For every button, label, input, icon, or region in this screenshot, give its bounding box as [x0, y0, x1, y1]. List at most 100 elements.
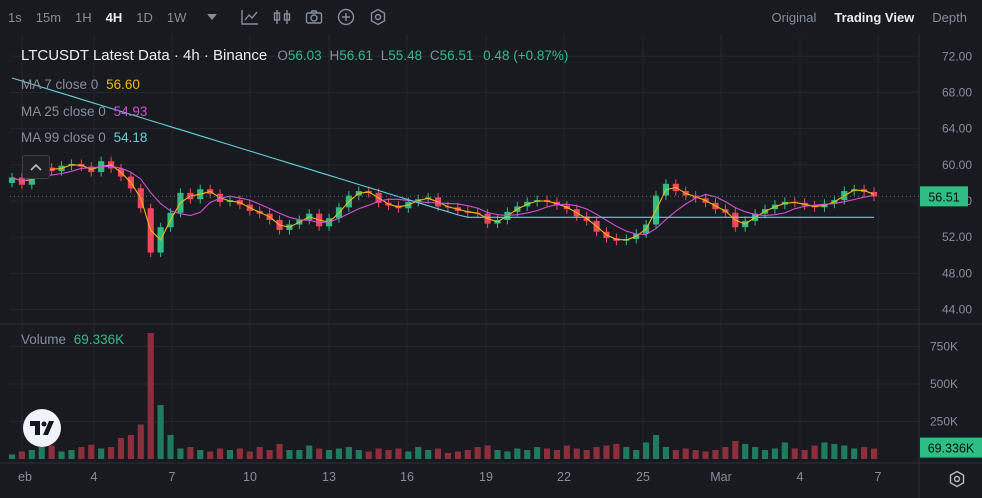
time-tick-label: 13 [322, 470, 336, 484]
volume-bar [454, 451, 461, 459]
volume-bar [633, 450, 640, 459]
chart-settings-button[interactable] [946, 468, 968, 490]
volume-bar [8, 454, 16, 459]
volume-bar [543, 448, 551, 459]
volume-bar [841, 445, 848, 459]
settings-hex-icon[interactable] [365, 4, 391, 30]
volume-bar [563, 445, 570, 459]
volume-bar [791, 448, 798, 459]
volume-bar [583, 450, 590, 459]
volume-bar [236, 448, 243, 459]
timeframe-4h[interactable]: 4H [105, 9, 123, 25]
volume-bar [821, 442, 828, 459]
volume-bar [613, 444, 620, 459]
volume-bar [771, 448, 778, 459]
timeframe-1d[interactable]: 1D [136, 9, 153, 25]
price-tick-label: 52.00 [942, 230, 972, 244]
time-tick-label: 22 [557, 470, 571, 484]
volume-bar [504, 451, 511, 459]
volume-bar [286, 450, 293, 459]
view-trading-view[interactable]: Trading View [834, 9, 915, 25]
price-tick-label: 48.00 [942, 266, 972, 280]
volume-legend: Volume 69.336K [21, 332, 124, 347]
candlestick-chart[interactable]: 72.0068.0064.0060.0056.0052.0048.0044.00… [0, 34, 982, 498]
view-depth[interactable]: Depth [932, 9, 967, 25]
chevron-up-icon [30, 163, 42, 171]
timeframe-1h[interactable]: 1H [75, 9, 92, 25]
last-volume-tag [920, 437, 982, 458]
price-tick-label: 72.00 [942, 49, 972, 63]
volume-bar [157, 405, 164, 459]
volume-bar [444, 453, 452, 459]
volume-bar [593, 447, 600, 459]
timeframe-15m[interactable]: 15m [35, 9, 62, 25]
indicators-icon[interactable] [269, 4, 295, 30]
ma99-label: MA 99 close 0 [21, 130, 106, 145]
camera-icon[interactable] [301, 4, 327, 30]
volume-bar [78, 447, 85, 459]
volume-bar [226, 450, 234, 459]
ma25-line [11, 165, 875, 236]
volume-bar [345, 447, 352, 459]
last-price-tag [920, 186, 968, 207]
volume-bar [296, 450, 303, 459]
time-tick-label: Mar [710, 470, 732, 484]
view-original[interactable]: Original [771, 9, 817, 25]
volume-bar [48, 445, 55, 459]
volume-bar [623, 447, 630, 459]
time-tick-label: 10 [243, 470, 257, 484]
volume-bar [256, 447, 263, 459]
price-tick-label: 44.00 [942, 303, 972, 317]
volume-bar [365, 451, 372, 459]
volume-bar [276, 444, 283, 459]
volume-bar [266, 450, 273, 459]
volume-bar [434, 448, 442, 459]
change-value: 0.48 (+0.87%) [483, 48, 569, 63]
add-icon[interactable] [333, 4, 359, 30]
volume-bar [524, 450, 531, 459]
candle-body [870, 191, 878, 197]
ma7-value: 56.60 [106, 77, 140, 92]
volume-bar [870, 448, 878, 459]
volume-bar [147, 333, 154, 459]
volume-bar [474, 447, 481, 459]
volume-bar [702, 451, 709, 459]
volume-bar [464, 450, 471, 459]
volume-bar [811, 445, 818, 459]
volume-bar [662, 447, 670, 459]
volume-bar [692, 450, 699, 459]
volume-bar [643, 442, 650, 459]
last-price-label: 56.51 [928, 190, 959, 204]
volume-value: 69.336K [73, 332, 125, 347]
volume-bar [197, 450, 204, 459]
low-value: 55.48 [388, 48, 423, 63]
chart-toolbar: 1s 15m 1H 4H 1D 1W [0, 0, 982, 34]
chart-type-icon[interactable] [237, 4, 263, 30]
ma99-value: 54.18 [113, 130, 148, 145]
volume-bar [187, 447, 194, 459]
volume-bar [117, 438, 125, 459]
volume-bar [425, 450, 432, 459]
collapse-legend-button[interactable] [22, 155, 50, 179]
tradingview-logo[interactable] [23, 409, 61, 447]
volume-bar [405, 451, 412, 459]
tradingview-logo-icon [30, 421, 54, 435]
time-tick-label: 7 [169, 470, 176, 484]
volume-bar [603, 445, 610, 459]
volume-bar [108, 447, 115, 459]
ma25-value: 54.93 [113, 104, 148, 119]
timeframe-dropdown-icon[interactable] [199, 4, 225, 30]
volume-bar [801, 450, 808, 459]
timeframe-1w[interactable]: 1W [166, 9, 187, 25]
volume-bar [216, 448, 224, 459]
volume-bar [752, 447, 759, 459]
volume-bar [514, 448, 521, 459]
volume-bar [573, 448, 580, 459]
time-tick-label: eb [18, 470, 32, 484]
volume-bar [672, 450, 679, 459]
ma99-line [11, 77, 874, 218]
time-tick-label: 4 [797, 470, 804, 484]
timeframe-1s[interactable]: 1s [8, 9, 22, 25]
volume-bar [682, 448, 689, 459]
volume-bar [137, 424, 144, 459]
